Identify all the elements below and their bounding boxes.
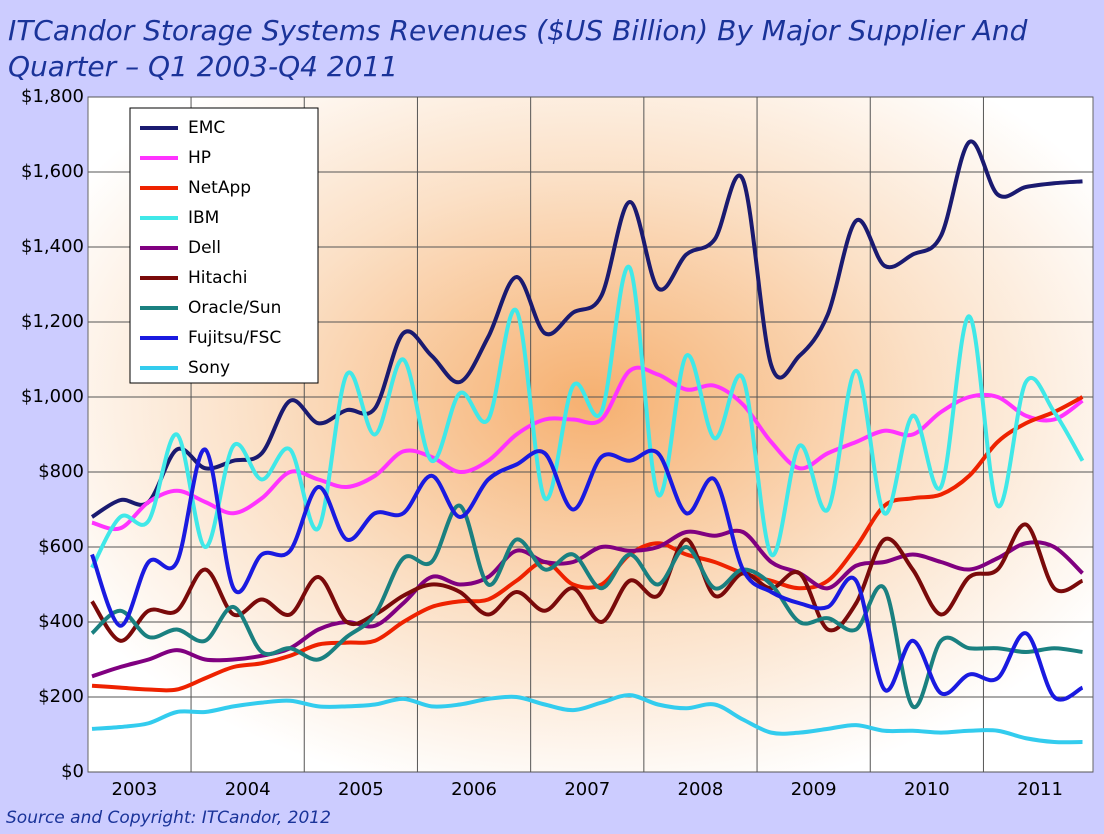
x-tick-label: 2006 [451, 779, 497, 800]
legend-label: IBM [188, 208, 219, 228]
y-tick-label: $200 [38, 686, 84, 707]
series-line [90, 447, 1084, 702]
y-tick-label: $1,400 [21, 236, 84, 257]
y-tick-label: $0 [61, 761, 84, 782]
legend-label: HP [188, 148, 211, 168]
series-line [91, 395, 1084, 693]
legend-label: EMC [188, 118, 225, 138]
legend-label: NetApp [188, 178, 251, 198]
legend-label: Fujitsu/FSC [188, 328, 281, 348]
x-tick-label: 2007 [564, 779, 610, 800]
legend-label: Dell [188, 238, 221, 258]
x-tick-label: 2005 [338, 779, 384, 800]
series-line [90, 503, 1083, 709]
y-tick-label: $1,000 [21, 386, 84, 407]
y-tick-label: $1,600 [21, 161, 84, 182]
x-tick-label: 2008 [678, 779, 724, 800]
x-tick-label: 2009 [791, 779, 837, 800]
legend-label: Hitachi [188, 268, 247, 288]
source: Source and Copyright: ITCandor, 2012 [6, 808, 331, 828]
chart-title: Quarter – Q1 2003-Q4 2011 [8, 50, 398, 83]
y-tick-label: $600 [38, 536, 84, 557]
y-tick-label: $800 [38, 461, 84, 482]
legend-label: Sony [188, 358, 230, 378]
legend [129, 107, 319, 384]
y-tick-label: $1,200 [21, 311, 84, 332]
series-line [91, 693, 1083, 745]
series-line [90, 522, 1084, 643]
x-tick-label: 2010 [904, 779, 950, 800]
x-tick-label: 2011 [1017, 779, 1063, 800]
series-line [91, 365, 1084, 532]
series-line [90, 264, 1085, 569]
x-tick-label: 2004 [225, 779, 271, 800]
series-line [91, 528, 1084, 679]
chart-title: ITCandor Storage Systems Revenues ($US B… [8, 14, 1028, 47]
series-line [90, 139, 1083, 519]
y-tick-label: $400 [38, 611, 84, 632]
x-tick-label: 2003 [112, 779, 158, 800]
legend-label: Oracle/Sun [188, 298, 281, 318]
y-tick-label: $1,800 [21, 86, 84, 107]
